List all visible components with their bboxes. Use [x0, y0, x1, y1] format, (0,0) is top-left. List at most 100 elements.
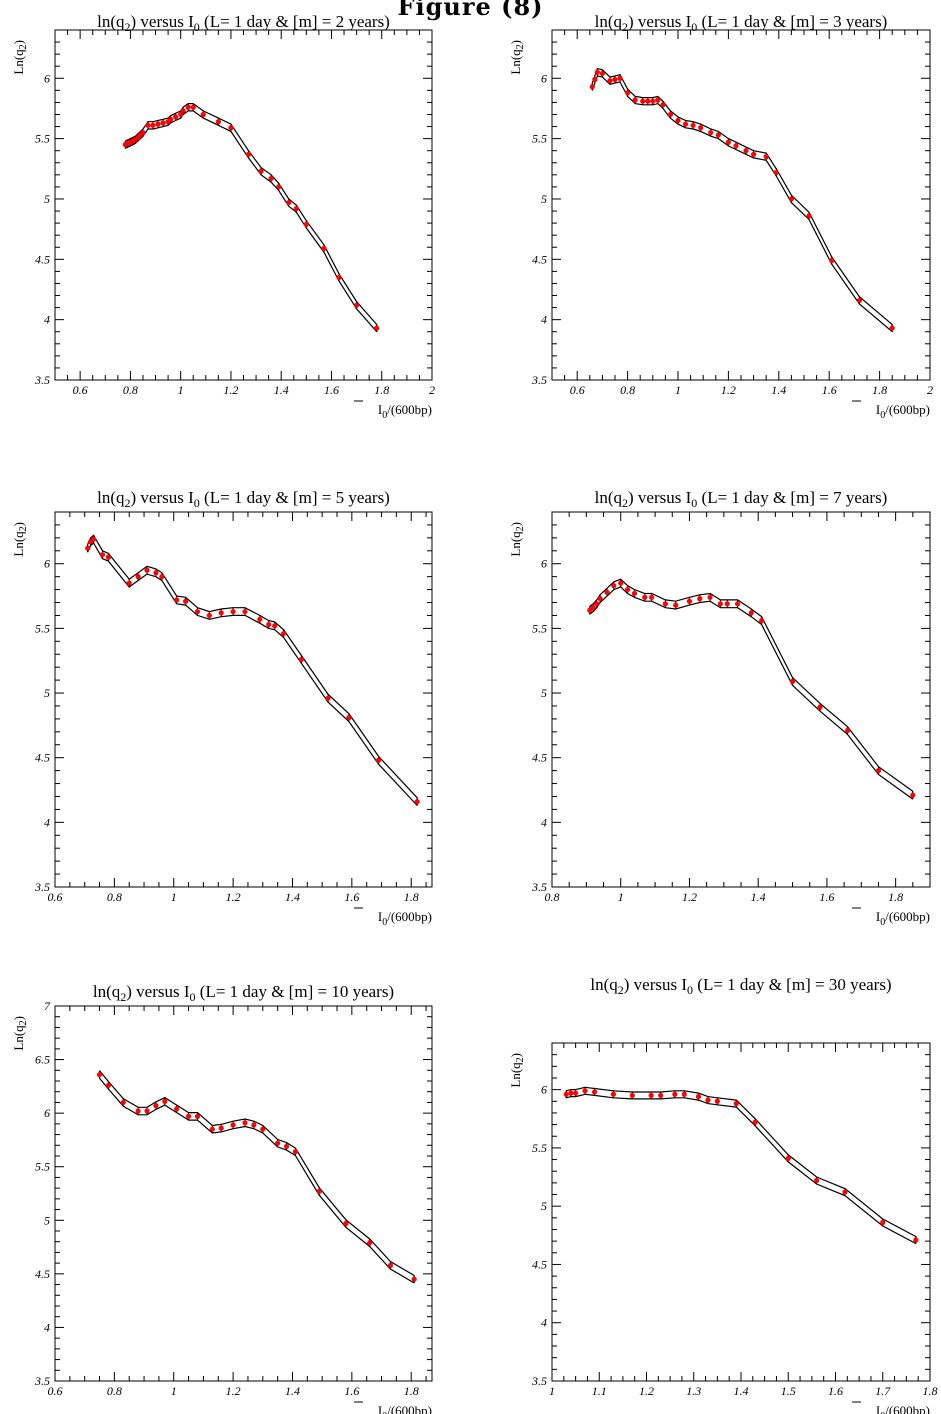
x-axis-label: I0/(600bp) [378, 402, 432, 421]
title-text: ln(q [97, 12, 125, 31]
data-point [283, 1143, 290, 1149]
title-subscript: 0 [691, 20, 697, 34]
title-text: ln(q [93, 982, 121, 1001]
y-tick-label: 5 [44, 1213, 50, 1227]
title-text: ) versus I [628, 12, 692, 31]
data-point [733, 143, 739, 149]
y-axis-label-text: ) [11, 1016, 26, 1020]
x-tick-label: 1.8 [872, 383, 887, 397]
y-tick-label: 3.5 [34, 880, 50, 894]
data-point [336, 274, 342, 281]
x-tick-label: 0.6 [570, 383, 585, 397]
x-tick-label: 1.4 [751, 890, 766, 904]
data-point [673, 602, 679, 608]
data-point [145, 122, 151, 128]
data-point [120, 1099, 126, 1106]
x-tick-label: 1.2 [226, 890, 241, 904]
x-tick-label: 1.4 [734, 1384, 749, 1398]
x-tick-label: 0.8 [107, 1384, 122, 1398]
data-point [607, 78, 613, 84]
data-point [173, 114, 179, 120]
title-text: ) versus I [131, 488, 195, 507]
x-tick-label: 1.2 [226, 1384, 241, 1398]
title-subscript: 2 [125, 20, 131, 34]
x-tick-label: 1.4 [274, 383, 289, 397]
x-tick-label: 1 [171, 1384, 177, 1398]
data-point [190, 104, 196, 110]
data-point [910, 792, 916, 798]
x-axis-label-text: I [378, 1403, 382, 1414]
y-tick-label: 4.5 [35, 751, 50, 765]
data-point [594, 69, 600, 75]
data-point [292, 1149, 299, 1155]
chart-panel-2: ln(q2) versus I0 (L= 1 day & [m] = 3 yea… [508, 12, 933, 421]
data-point [135, 574, 141, 580]
y-tick-label: 5.5 [532, 132, 547, 146]
data-point [759, 618, 765, 624]
x-axis-label-text: I [378, 402, 382, 417]
upper-bound-line [589, 578, 914, 792]
title-subscript: 2 [125, 496, 131, 510]
data-point [573, 1090, 579, 1096]
x-tick-label: 1 [618, 890, 624, 904]
title-subscript: 0 [190, 990, 196, 1004]
data-point [209, 1126, 215, 1132]
data-point [705, 1097, 711, 1103]
x-tick-label: 1.7 [875, 1384, 891, 1398]
x-axis-label-text: /(600bp) [885, 909, 930, 924]
y-tick-label: 4.5 [532, 751, 547, 765]
y-axis-label: Ln(q2) [508, 1053, 526, 1088]
title-subscript: 2 [622, 20, 628, 34]
data-point [817, 704, 823, 710]
data-point [597, 596, 603, 602]
x-tick-label: 0.8 [545, 890, 560, 904]
data-point [387, 1262, 394, 1268]
x-tick-label: 1.6 [828, 1384, 843, 1398]
data-point [686, 598, 693, 604]
data-point [645, 98, 651, 104]
y-tick-label: 4 [44, 313, 50, 327]
data-point [251, 1122, 257, 1128]
data-point [788, 196, 795, 202]
y-axis-label-text: Ln(q [508, 1062, 523, 1088]
data-point [99, 552, 106, 558]
x-axis-label-subscript: 0 [382, 410, 387, 421]
x-tick-label: 2 [429, 383, 435, 397]
data-point [242, 608, 248, 615]
lower-bound-line [591, 75, 893, 333]
x-tick-label: 1.2 [639, 1384, 654, 1398]
data-point [268, 175, 274, 182]
y-tick-label: 5.5 [35, 1160, 50, 1174]
data-point [266, 621, 272, 628]
data-point [105, 1082, 112, 1088]
x-axis-label-text: /(600bp) [387, 402, 432, 417]
data-point [174, 597, 180, 603]
plot-frame [54, 511, 433, 888]
chart-panel-3: ln(q2) versus I0 (L= 1 day & [m] = 5 yea… [11, 488, 433, 928]
title-subscript: 2 [622, 496, 628, 510]
lower-bound-line [87, 542, 418, 806]
data-point [215, 119, 221, 125]
data-point [842, 1189, 848, 1195]
y-tick-label: 5.5 [532, 621, 547, 635]
data-point [829, 257, 835, 264]
x-tick-label: 1 [675, 383, 681, 397]
data-point [303, 221, 309, 227]
y-axis-label-text: ) [11, 522, 26, 526]
x-axis-label-text: /(600bp) [387, 1403, 432, 1414]
title-text: (L= 1 day & [m] = 3 years) [697, 12, 887, 31]
x-tick-label: 1.4 [771, 383, 786, 397]
data-point [632, 97, 638, 103]
x-tick-label: 1.6 [819, 890, 834, 904]
y-axis-label-text: Ln(q [11, 49, 26, 75]
title-text: ) versus I [628, 488, 692, 507]
y-axis-label-subscript: 2 [515, 44, 526, 49]
data-point [316, 1188, 322, 1194]
data-point [275, 1140, 281, 1146]
title-text: ln(q [97, 488, 125, 507]
lower-bound-line [99, 1077, 415, 1284]
y-tick-label: 6 [44, 71, 50, 85]
title-subscript: 2 [120, 990, 126, 1004]
data-point [180, 108, 186, 114]
chart-title: ln(q2) versus I0 (L= 1 day & [m] = 7 yea… [595, 488, 888, 510]
